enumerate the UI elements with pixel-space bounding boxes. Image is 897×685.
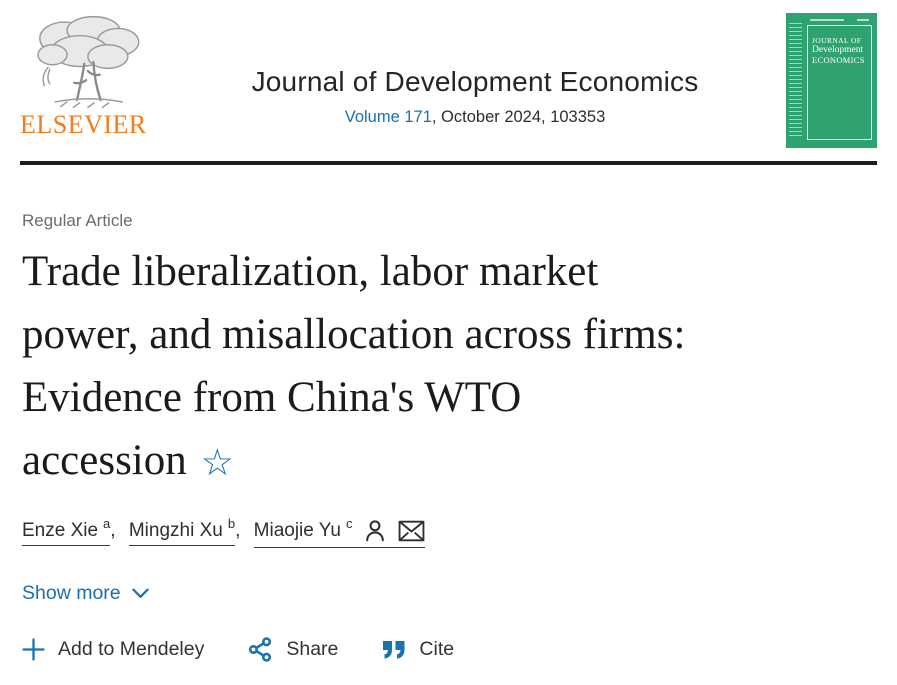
author-link-enze-xie[interactable]: Enze Xie a bbox=[22, 516, 111, 546]
chevron-down-icon bbox=[131, 588, 149, 598]
title-line: Evidence from China's WTO bbox=[22, 374, 522, 421]
author-link-miaojie-yu[interactable]: Miaojie Yu c bbox=[253, 515, 426, 548]
article-type-label: Regular Article bbox=[22, 211, 133, 230]
cover-title-box: JOURNAL OF Development ECONOMICS bbox=[807, 25, 872, 140]
author-link-mingzhi-xu[interactable]: Mingzhi Xu b bbox=[128, 516, 236, 546]
cover-top-text-right bbox=[857, 19, 869, 21]
cite-label: Cite bbox=[419, 638, 455, 660]
star-icon[interactable]: ☆ bbox=[200, 441, 234, 484]
article-header: Regular Article Trade liberalization, la… bbox=[0, 165, 897, 662]
action-bar: Add to Mendeley Share Cite bbox=[22, 637, 877, 662]
author-separator: , bbox=[110, 520, 116, 541]
issue-info: , October 2024, 103353 bbox=[431, 108, 606, 126]
elsevier-tree-icon bbox=[37, 15, 140, 109]
cover-line: ECONOMICS bbox=[812, 55, 865, 65]
add-to-mendeley-label: Add to Mendeley bbox=[58, 638, 205, 660]
person-icon[interactable] bbox=[362, 518, 388, 544]
elsevier-logo[interactable]: ELSEVIER bbox=[20, 10, 152, 161]
share-button[interactable]: Share bbox=[248, 637, 338, 662]
journal-issue-line: Volume 171, October 2024, 103353 bbox=[345, 108, 606, 127]
author-affiliation-sup: c bbox=[345, 515, 353, 531]
title-line-text: accession bbox=[22, 437, 187, 484]
cover-top-text bbox=[810, 19, 844, 21]
add-to-mendeley-button[interactable]: Add to Mendeley bbox=[22, 638, 204, 661]
email-icon[interactable] bbox=[398, 519, 425, 543]
author-affiliation-sup: b bbox=[227, 515, 236, 531]
publisher-name: ELSEVIER bbox=[20, 110, 147, 139]
author-name: Enze Xie bbox=[22, 520, 99, 541]
volume-link[interactable]: Volume 171 bbox=[344, 108, 432, 126]
journal-meta: Journal of Development Economics Volume … bbox=[185, 10, 765, 161]
author-separator: , bbox=[235, 520, 241, 541]
cite-button[interactable]: Cite bbox=[382, 638, 454, 661]
author-name: Miaojie Yu bbox=[253, 520, 341, 541]
journal-cover-thumbnail[interactable]: JOURNAL OF Development ECONOMICS bbox=[786, 13, 877, 148]
cover-line: JOURNAL OF bbox=[812, 36, 862, 45]
header-divider bbox=[20, 161, 877, 165]
title-line: accession ☆ bbox=[22, 429, 877, 492]
plus-icon bbox=[22, 638, 45, 661]
author-list: Enze Xie a , Mingzhi Xu b , Miaojie Yu c bbox=[22, 515, 877, 548]
title-line: power, and misallocation across firms: bbox=[22, 311, 686, 358]
show-more-button[interactable]: Show more bbox=[22, 582, 149, 605]
share-label: Share bbox=[286, 638, 339, 660]
show-more-label: Show more bbox=[22, 582, 121, 604]
author-name: Mingzhi Xu bbox=[128, 520, 223, 541]
author-affiliation-sup: a bbox=[103, 515, 111, 531]
title-line: Trade liberalization, labor market bbox=[22, 248, 599, 295]
quote-icon bbox=[383, 640, 405, 659]
cover-spine bbox=[789, 23, 802, 138]
share-nodes-icon bbox=[249, 637, 272, 662]
journal-header: ELSEVIER Journal of Development Economic… bbox=[0, 0, 897, 161]
article-title: Trade liberalization, labor market power… bbox=[22, 240, 877, 492]
cover-line: Development bbox=[812, 45, 864, 55]
journal-title-link[interactable]: Journal of Development Economics bbox=[251, 66, 699, 97]
